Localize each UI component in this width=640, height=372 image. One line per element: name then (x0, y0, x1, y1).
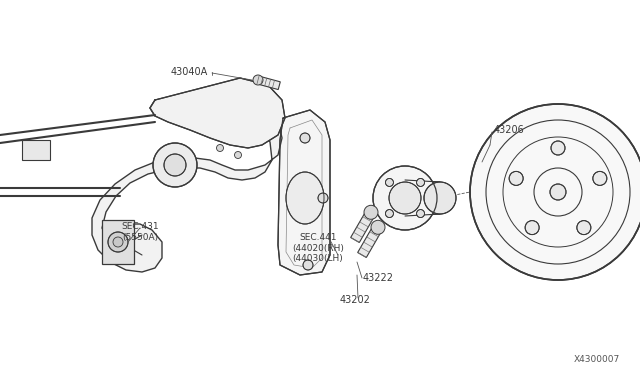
Circle shape (417, 209, 424, 218)
Circle shape (577, 221, 591, 235)
Circle shape (113, 237, 123, 247)
Circle shape (385, 179, 394, 186)
Circle shape (551, 141, 565, 155)
Text: 43206: 43206 (494, 125, 525, 135)
Circle shape (470, 104, 640, 280)
Polygon shape (92, 95, 282, 272)
Polygon shape (405, 180, 440, 216)
Circle shape (371, 220, 385, 234)
Circle shape (593, 171, 607, 185)
Polygon shape (358, 225, 382, 257)
Text: X4300007: X4300007 (573, 356, 620, 365)
Circle shape (424, 182, 456, 214)
Circle shape (108, 232, 128, 252)
Circle shape (153, 143, 197, 187)
Circle shape (300, 133, 310, 143)
Circle shape (253, 75, 263, 85)
Circle shape (389, 182, 421, 214)
Polygon shape (351, 210, 375, 243)
Polygon shape (102, 220, 134, 264)
Polygon shape (257, 76, 280, 90)
Circle shape (550, 184, 566, 200)
Circle shape (417, 179, 424, 186)
Text: SEC.441
(44020(RH)
(44030(LH): SEC.441 (44020(RH) (44030(LH) (292, 233, 344, 263)
Circle shape (234, 151, 241, 158)
Polygon shape (150, 78, 285, 148)
Circle shape (164, 154, 186, 176)
Circle shape (303, 260, 313, 270)
Text: 43202: 43202 (340, 295, 371, 305)
Circle shape (373, 166, 437, 230)
Ellipse shape (286, 172, 324, 224)
Polygon shape (22, 140, 50, 160)
Circle shape (318, 193, 328, 203)
Circle shape (525, 221, 539, 235)
Text: 43040A: 43040A (171, 67, 208, 77)
Circle shape (509, 171, 523, 185)
Circle shape (216, 144, 223, 151)
Polygon shape (278, 110, 330, 275)
Circle shape (364, 205, 378, 219)
Text: SEC.431
(5550A): SEC.431 (5550A) (121, 222, 159, 242)
Circle shape (385, 209, 394, 218)
Text: 43222: 43222 (363, 273, 394, 283)
